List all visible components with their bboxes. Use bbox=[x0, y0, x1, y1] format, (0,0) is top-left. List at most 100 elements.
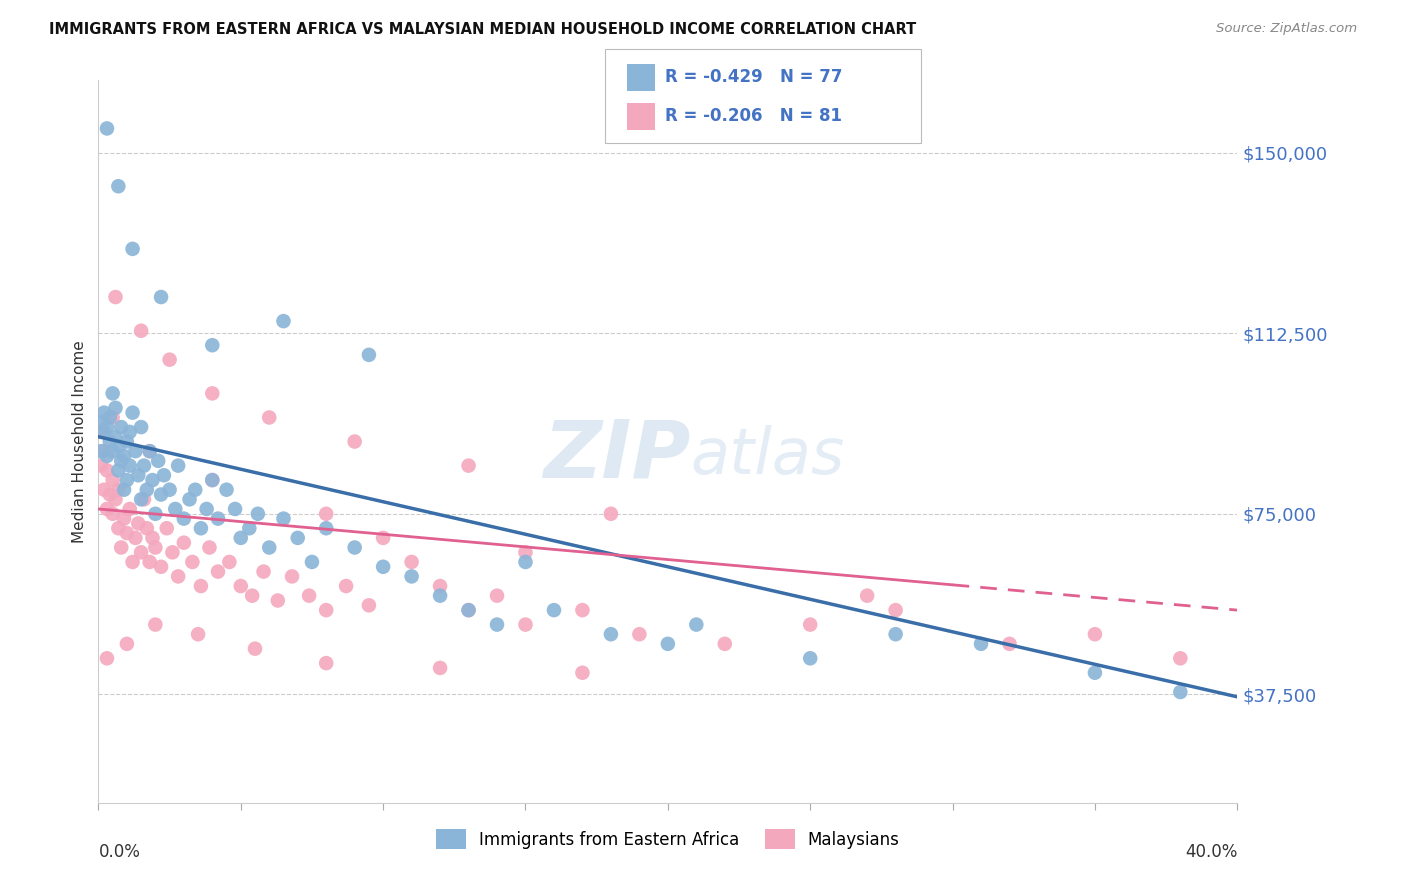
Point bbox=[246, 507, 269, 521]
Point bbox=[298, 589, 321, 603]
Point bbox=[173, 511, 195, 525]
Point bbox=[118, 458, 141, 473]
Point bbox=[129, 492, 152, 507]
Point bbox=[104, 290, 127, 304]
Point bbox=[179, 492, 201, 507]
Point bbox=[243, 641, 266, 656]
Point bbox=[96, 463, 118, 477]
Point bbox=[273, 511, 295, 525]
Point bbox=[515, 545, 537, 559]
Point bbox=[457, 603, 479, 617]
Point bbox=[107, 179, 129, 194]
Point bbox=[486, 617, 509, 632]
Point bbox=[124, 444, 146, 458]
Point bbox=[571, 665, 593, 680]
Point bbox=[373, 559, 395, 574]
Point bbox=[343, 541, 366, 555]
Point bbox=[112, 449, 135, 463]
Point bbox=[628, 627, 651, 641]
Point bbox=[215, 483, 238, 497]
Point bbox=[429, 661, 451, 675]
Point bbox=[121, 555, 143, 569]
Point bbox=[159, 483, 181, 497]
Point bbox=[1084, 627, 1107, 641]
Point bbox=[315, 521, 337, 535]
Point bbox=[115, 434, 138, 449]
Point bbox=[96, 651, 118, 665]
Point bbox=[207, 565, 229, 579]
Point bbox=[335, 579, 357, 593]
Point bbox=[457, 603, 479, 617]
Point bbox=[153, 468, 176, 483]
Point bbox=[110, 454, 132, 468]
Point bbox=[357, 599, 380, 613]
Point bbox=[357, 348, 380, 362]
Point bbox=[201, 338, 224, 352]
Legend: Immigrants from Eastern Africa, Malaysians: Immigrants from Eastern Africa, Malaysia… bbox=[436, 830, 900, 848]
Point bbox=[93, 425, 115, 439]
Point bbox=[515, 555, 537, 569]
Point bbox=[657, 637, 679, 651]
Point bbox=[132, 492, 155, 507]
Point bbox=[856, 589, 879, 603]
Point bbox=[167, 569, 190, 583]
Point bbox=[127, 516, 149, 531]
Point bbox=[96, 121, 118, 136]
Point bbox=[229, 531, 252, 545]
Point bbox=[150, 290, 173, 304]
Point bbox=[714, 637, 737, 651]
Point bbox=[101, 507, 124, 521]
Point bbox=[884, 627, 907, 641]
Point bbox=[96, 449, 118, 463]
Point bbox=[1170, 685, 1192, 699]
Point bbox=[287, 531, 309, 545]
Text: ZIP: ZIP bbox=[543, 417, 690, 495]
Point bbox=[224, 502, 246, 516]
Point bbox=[600, 507, 623, 521]
Point bbox=[429, 579, 451, 593]
Point bbox=[121, 406, 143, 420]
Point bbox=[571, 603, 593, 617]
Point bbox=[148, 454, 170, 468]
Point bbox=[195, 502, 218, 516]
Point bbox=[187, 627, 209, 641]
Point bbox=[150, 559, 173, 574]
Point bbox=[98, 487, 121, 501]
Point bbox=[201, 473, 224, 487]
Point bbox=[118, 502, 141, 516]
Point bbox=[259, 410, 281, 425]
Point bbox=[167, 458, 190, 473]
Point bbox=[141, 531, 163, 545]
Point bbox=[401, 569, 423, 583]
Point bbox=[129, 324, 152, 338]
Point bbox=[156, 521, 179, 535]
Point bbox=[104, 492, 127, 507]
Point bbox=[138, 444, 160, 458]
Point bbox=[150, 487, 173, 501]
Point bbox=[101, 444, 124, 458]
Point bbox=[127, 468, 149, 483]
Point bbox=[165, 502, 187, 516]
Point bbox=[135, 483, 157, 497]
Point bbox=[98, 410, 121, 425]
Point bbox=[970, 637, 993, 651]
Point bbox=[198, 541, 221, 555]
Point bbox=[112, 483, 135, 497]
Point bbox=[429, 589, 451, 603]
Point bbox=[141, 473, 163, 487]
Text: 0.0%: 0.0% bbox=[98, 843, 141, 861]
Point bbox=[301, 555, 323, 569]
Point bbox=[107, 521, 129, 535]
Point bbox=[107, 439, 129, 453]
Point bbox=[201, 386, 224, 401]
Point bbox=[207, 511, 229, 525]
Point bbox=[104, 430, 127, 444]
Point bbox=[190, 521, 212, 535]
Point bbox=[201, 473, 224, 487]
Point bbox=[101, 410, 124, 425]
Point bbox=[184, 483, 207, 497]
Point bbox=[107, 483, 129, 497]
Point bbox=[486, 589, 509, 603]
Point bbox=[799, 651, 821, 665]
Y-axis label: Median Household Income: Median Household Income bbox=[72, 340, 87, 543]
